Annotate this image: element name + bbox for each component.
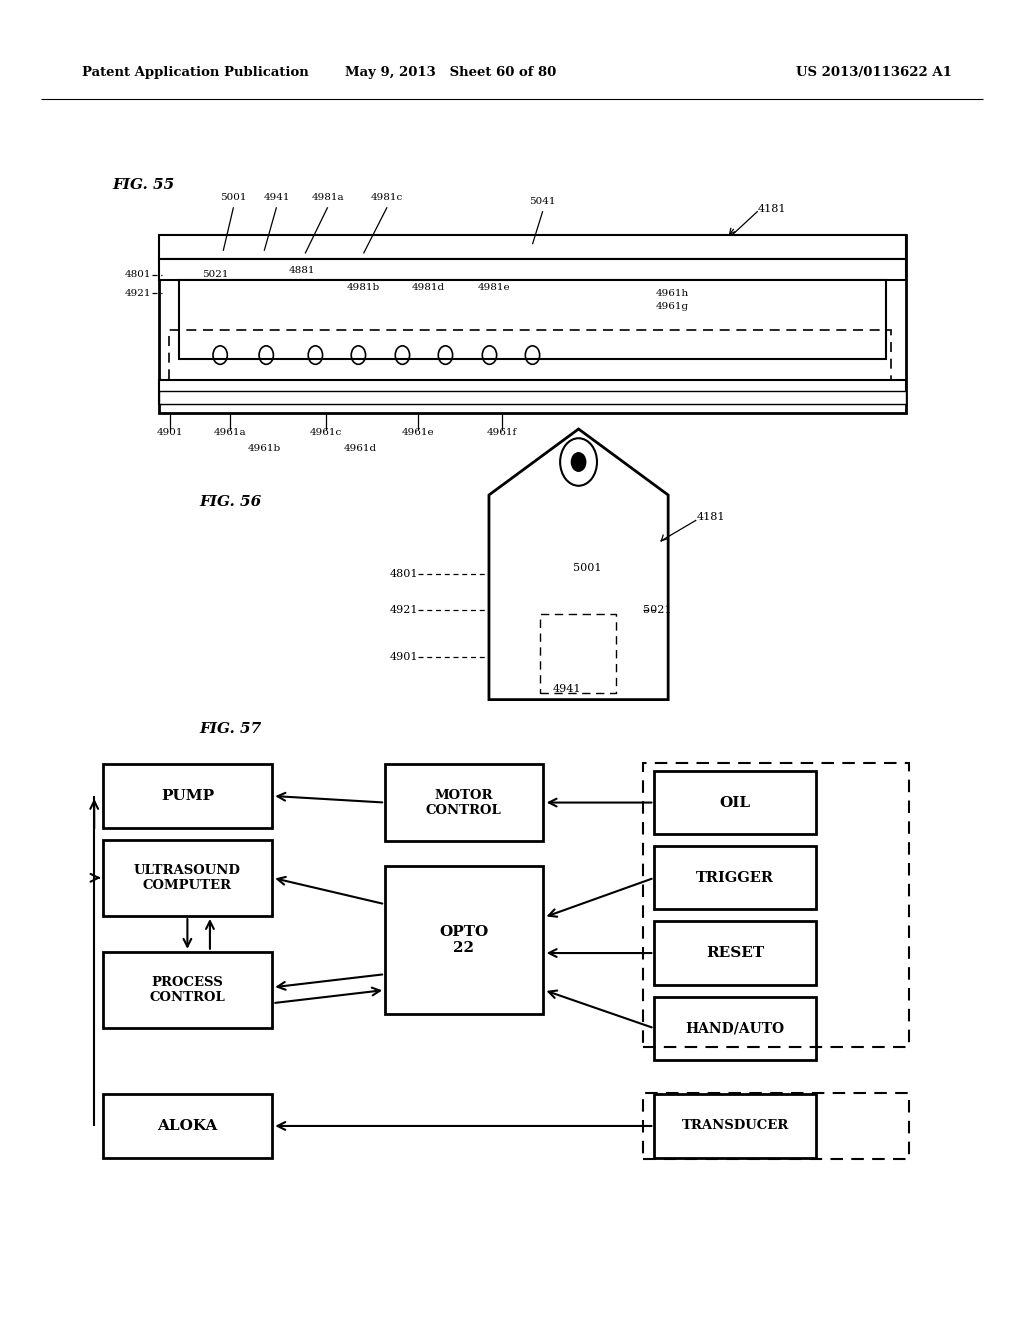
Text: FIG. 57: FIG. 57 [200, 722, 262, 735]
Text: Patent Application Publication: Patent Application Publication [82, 66, 308, 79]
Text: OIL: OIL [720, 796, 751, 809]
Text: 4801: 4801 [389, 569, 418, 579]
Text: PROCESS
CONTROL: PROCESS CONTROL [150, 975, 225, 1005]
Bar [654, 1094, 816, 1158]
Text: 4961g: 4961g [655, 302, 688, 310]
Text: May 9, 2013   Sheet 60 of 80: May 9, 2013 Sheet 60 of 80 [345, 66, 556, 79]
Text: 4981b: 4981b [347, 284, 380, 292]
Text: 4981e: 4981e [477, 284, 510, 292]
Bar [385, 866, 543, 1014]
Text: 5001: 5001 [220, 193, 247, 202]
Text: 4961h: 4961h [655, 289, 688, 297]
Bar [102, 840, 272, 916]
Text: TRIGGER: TRIGGER [696, 871, 774, 884]
Text: 4961b: 4961b [248, 445, 281, 453]
Text: 5041: 5041 [529, 197, 556, 206]
Circle shape [571, 453, 586, 471]
Bar [179, 280, 886, 359]
Bar [540, 614, 616, 693]
Bar [159, 391, 906, 404]
Text: FIG. 56: FIG. 56 [200, 495, 262, 508]
Text: 4981d: 4981d [412, 284, 444, 292]
Text: 4961f: 4961f [486, 429, 517, 437]
Text: 4921: 4921 [389, 605, 418, 615]
Bar [654, 771, 816, 834]
Bar [159, 235, 906, 259]
Text: MOTOR
CONTROL: MOTOR CONTROL [426, 788, 502, 817]
Text: 4881: 4881 [289, 267, 315, 275]
Text: 4961e: 4961e [401, 429, 434, 437]
Polygon shape [488, 429, 668, 700]
Bar [654, 846, 816, 909]
Bar [102, 764, 272, 828]
Text: 4181: 4181 [758, 203, 786, 214]
Text: 4981a: 4981a [311, 193, 344, 202]
Bar [654, 997, 816, 1060]
Text: 4941: 4941 [553, 684, 582, 694]
Text: ULTRASOUND
COMPUTER: ULTRASOUND COMPUTER [134, 863, 241, 892]
Text: RESET: RESET [707, 946, 764, 960]
Text: OPTO
22: OPTO 22 [439, 925, 488, 954]
Text: 4941: 4941 [263, 193, 290, 202]
Bar [654, 921, 816, 985]
Text: 4961c: 4961c [309, 429, 342, 437]
Text: TRANSDUCER: TRANSDUCER [682, 1119, 788, 1133]
Text: 5021: 5021 [643, 605, 672, 615]
Text: US 2013/0113622 A1: US 2013/0113622 A1 [797, 66, 952, 79]
Bar [159, 380, 906, 404]
Text: 4961a: 4961a [214, 429, 247, 437]
Text: 4981c: 4981c [371, 193, 403, 202]
Text: 5021: 5021 [202, 271, 228, 279]
Bar [102, 1094, 272, 1158]
Text: 5001: 5001 [573, 562, 602, 573]
Text: HAND/AUTO: HAND/AUTO [686, 1022, 784, 1035]
Bar [643, 763, 909, 1047]
Text: 4961d: 4961d [344, 445, 377, 453]
Bar [169, 330, 891, 380]
Text: PUMP: PUMP [161, 789, 214, 803]
Text: 4181: 4181 [696, 512, 725, 523]
Bar [159, 235, 906, 413]
Text: 4901: 4901 [389, 652, 418, 663]
Text: 4901: 4901 [157, 429, 183, 437]
Text: 4921: 4921 [125, 289, 152, 297]
Text: FIG. 55: FIG. 55 [113, 178, 175, 191]
Bar [159, 259, 906, 280]
Text: ALOKA: ALOKA [158, 1119, 217, 1133]
Bar [102, 952, 272, 1028]
Bar [385, 764, 543, 841]
Text: 4801: 4801 [125, 271, 152, 279]
Bar [643, 1093, 909, 1159]
